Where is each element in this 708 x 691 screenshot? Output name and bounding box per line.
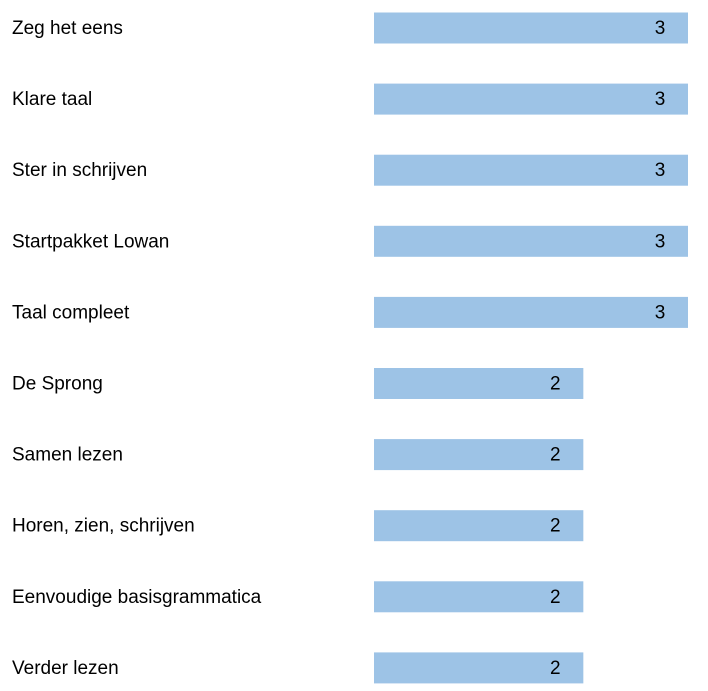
value-label: 3 [655, 302, 666, 323]
bar [374, 296, 688, 328]
category-label: De Sprong [12, 374, 103, 395]
value-label: 2 [550, 587, 561, 608]
bar [374, 581, 584, 613]
category-label: Samen lezen [12, 445, 123, 466]
value-label: 2 [550, 374, 561, 395]
value-label: 3 [655, 231, 666, 252]
category-label: Ster in schrijven [12, 160, 147, 181]
value-label: 3 [655, 18, 666, 39]
bar [374, 154, 688, 186]
value-label: 2 [550, 445, 561, 466]
value-label: 3 [655, 89, 666, 110]
bar [374, 225, 688, 257]
bar [374, 368, 584, 399]
value-label: 3 [655, 160, 666, 181]
bar [374, 439, 584, 471]
bar [374, 510, 584, 542]
value-label: 2 [550, 516, 561, 537]
category-label: Eenvoudige basisgrammatica [12, 587, 262, 608]
category-label: Startpakket Lowan [12, 231, 169, 252]
category-label: Horen, zien, schrijven [12, 516, 195, 537]
value-label: 2 [550, 658, 561, 679]
category-label: Verder lezen [12, 658, 119, 679]
bar [374, 83, 688, 115]
category-label: Taal compleet [12, 302, 130, 323]
category-label: Zeg het eens [12, 18, 123, 39]
bar [374, 12, 688, 44]
category-label: Klare taal [12, 89, 92, 110]
bar [374, 652, 584, 684]
